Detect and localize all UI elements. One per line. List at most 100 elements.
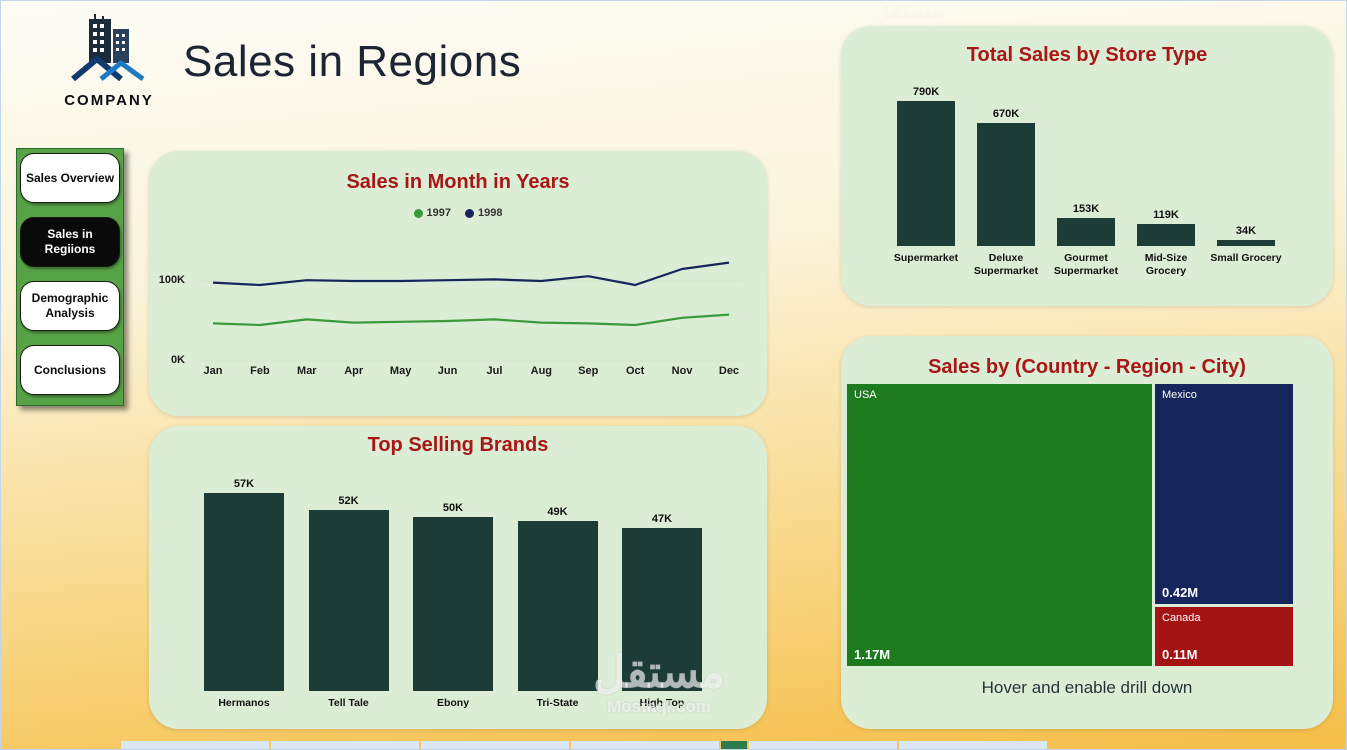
store-type-bar-chart: 790K Supermarket 670K Deluxe Supermarket 153… <box>886 86 1286 280</box>
top-brands-title: Top Selling Brands <box>367 434 549 456</box>
legend-dot-icon <box>465 208 474 218</box>
geo-sales-panel: Sales by (Country - Region - City) USA 1… <box>841 336 1333 729</box>
x-axis-label: Sep <box>578 365 599 377</box>
x-axis-label: Dec <box>718 365 740 377</box>
page-tab-strip <box>121 741 1047 749</box>
company-name: COMPANY <box>64 92 154 109</box>
x-axis-label: Oct <box>625 365 645 377</box>
treemap-node-name: Mexico <box>1162 389 1197 401</box>
legend-label: 1997 <box>426 207 451 219</box>
treemap-right-column: Mexico 0.42M Canada 0.11M <box>1155 384 1293 666</box>
treemap-node-name: Canada <box>1162 612 1201 624</box>
bar-group: 670K Deluxe Supermarket <box>966 108 1046 280</box>
bar[interactable] <box>977 123 1035 246</box>
monthly-sales-title: Sales in Month in Years <box>346 171 570 193</box>
bar-category-label: Deluxe Supermarket <box>973 252 1039 278</box>
store-type-title: Total Sales by Store Type <box>966 44 1208 66</box>
bar-category-label: Tell Tale <box>328 697 369 709</box>
watermark-arabic: مستقل <box>872 0 945 24</box>
sidebar-item-demographic-analysis[interactable]: Demographic Analysis <box>20 281 120 331</box>
page-tab[interactable] <box>899 741 1047 749</box>
line-series-1997[interactable] <box>212 313 730 327</box>
bar-group: 47K High Top <box>622 513 702 715</box>
y-axis-tick-0k: 0K <box>170 354 185 366</box>
buildings-icon <box>71 14 145 82</box>
store-type-panel: Total Sales by Store Type 790K Supermarke… <box>841 26 1333 306</box>
treemap-node-mexico[interactable]: Mexico 0.42M <box>1155 384 1293 604</box>
bar-value-label: 790K <box>912 86 940 98</box>
x-axis-label: Aug <box>530 365 553 377</box>
bar-category-label: Mid-Size Grocery <box>1144 252 1188 278</box>
treemap-node-value: 0.42M <box>1162 585 1199 600</box>
x-axis-labels: Jan Feb Mar Apr May Jun Jul Aug Sep Oct Nov Dec <box>196 365 746 377</box>
line-chart[interactable] <box>191 243 751 371</box>
x-axis-label: May <box>389 365 412 377</box>
page-tab[interactable] <box>749 741 897 749</box>
page-tab[interactable] <box>421 741 569 749</box>
bar-group: 52K Tell Tale <box>308 495 389 715</box>
x-axis-label: Jun <box>437 365 458 377</box>
x-axis-label: Apr <box>344 365 364 377</box>
top-brands-panel: Top Selling Brands 57K Hermanos 52K Tell Ta… <box>149 426 767 729</box>
bar[interactable] <box>413 517 493 691</box>
sidebar-nav: Sales Overview Sales in Regiions Demogra… <box>16 148 124 406</box>
legend-label: 1998 <box>478 207 503 219</box>
bar-category-label: Hermanos <box>218 697 270 709</box>
bar-value-label: 50K <box>442 502 464 514</box>
page-tab[interactable] <box>571 741 719 749</box>
page-tab-active[interactable] <box>721 741 747 749</box>
bar-category-label: Tri-State <box>536 697 579 709</box>
bar-value-label: 52K <box>338 495 359 507</box>
legend-item[interactable]: 1997 <box>413 207 451 219</box>
sidebar-item-conclusions[interactable]: Conclusions <box>20 345 120 395</box>
bar-group: 49K Tri-State <box>517 506 598 715</box>
bar-group: 50K Ebony <box>413 502 493 715</box>
bar-category-label: Gourmet Supermarket <box>1053 252 1119 278</box>
bar[interactable] <box>897 101 955 246</box>
bar-value-label: 47K <box>651 513 673 525</box>
bar[interactable] <box>622 528 702 691</box>
treemap-node-usa[interactable]: USA 1.17M <box>847 384 1152 666</box>
page-tab[interactable] <box>271 741 419 749</box>
bar[interactable] <box>204 493 284 691</box>
treemap-node-value: 0.11M <box>1162 647 1198 662</box>
line-chart-legend: 1997 1998 <box>149 207 767 219</box>
bar-value-label: 34K <box>1235 225 1257 237</box>
bar[interactable] <box>308 510 389 691</box>
bar-group: 153K Gourmet Supermarket <box>1046 203 1126 280</box>
bar[interactable] <box>1057 218 1115 246</box>
treemap-node-name: USA <box>854 389 877 401</box>
treemap-node-value: 1.17M <box>854 647 891 662</box>
company-logo: COMPANY <box>61 13 157 109</box>
bar-value-label: 57K <box>233 478 255 490</box>
x-axis-label: Jul <box>486 365 503 377</box>
x-axis-label: Jan <box>203 365 223 377</box>
line-series-1998[interactable] <box>212 261 730 287</box>
bar-category-label: Ebony <box>436 697 470 709</box>
legend-dot-icon <box>413 208 423 218</box>
bar-group: 34K Small Grocery <box>1206 225 1286 280</box>
page-tab[interactable] <box>121 741 269 749</box>
treemap: USA 1.17M Mexico 0.42M Canada 0.11M <box>847 384 1293 666</box>
x-axis-label: Feb <box>250 365 270 377</box>
bar-value-label: 670K <box>992 108 1020 120</box>
bar-category-label: High Top <box>639 697 685 709</box>
bar-value-label: 49K <box>547 506 568 518</box>
page-title: Sales in Regions <box>183 37 522 86</box>
bar[interactable] <box>1137 224 1195 246</box>
bar-group: 119K Mid-Size Grocery <box>1126 209 1206 280</box>
x-axis-label: Nov <box>671 365 693 377</box>
top-brands-bar-chart: 57K Hermanos 52K Tell Tale 50K Ebony 49K Tri-St… <box>204 478 702 715</box>
legend-item[interactable]: 1998 <box>465 207 502 219</box>
bar[interactable] <box>517 521 598 691</box>
monthly-sales-panel: Sales in Month in Years 1997 1998 100K 0K… <box>149 151 767 416</box>
sidebar-item-sales-overview[interactable]: Sales Overview <box>20 153 120 203</box>
x-axis-label: Mar <box>297 365 317 377</box>
geo-sales-title: Sales by (Country - Region - City) <box>928 356 1246 378</box>
bar[interactable] <box>1217 240 1275 246</box>
bar-group: 790K Supermarket <box>886 86 966 280</box>
bar-value-label: 153K <box>1072 203 1100 215</box>
sidebar-item-sales-in-regions[interactable]: Sales in Regiions <box>20 217 120 267</box>
treemap-node-canada[interactable]: Canada 0.11M <box>1155 607 1293 666</box>
